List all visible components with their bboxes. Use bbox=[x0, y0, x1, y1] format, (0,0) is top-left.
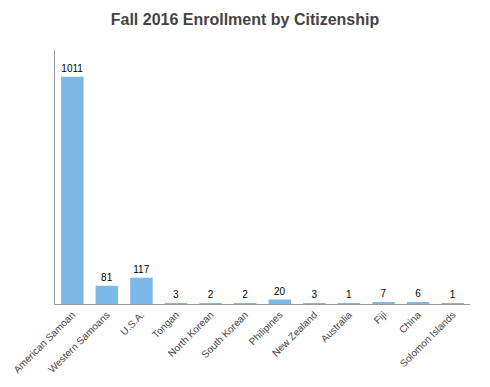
svg-text:3: 3 bbox=[173, 289, 179, 300]
svg-text:20: 20 bbox=[274, 286, 286, 297]
svg-text:2: 2 bbox=[208, 289, 214, 300]
svg-text:Philipines: Philipines bbox=[247, 309, 285, 347]
svg-text:1: 1 bbox=[346, 289, 352, 300]
svg-text:1: 1 bbox=[450, 289, 456, 300]
svg-text:China: China bbox=[397, 309, 424, 336]
svg-text:6: 6 bbox=[415, 288, 421, 299]
svg-text:U.S.A.: U.S.A. bbox=[118, 309, 146, 337]
svg-text:81: 81 bbox=[101, 272, 113, 283]
svg-text:Fall 2016 Enrollment by Citize: Fall 2016 Enrollment by Citizenship bbox=[111, 11, 380, 28]
svg-text:Tongan: Tongan bbox=[150, 309, 181, 340]
svg-text:Solomon Islands: Solomon Islands bbox=[398, 309, 458, 369]
svg-text:New Zealand: New Zealand bbox=[270, 309, 319, 358]
svg-text:1011: 1011 bbox=[61, 63, 83, 74]
svg-text:Western Samoans: Western Samoans bbox=[46, 309, 112, 375]
svg-text:American Samoan: American Samoan bbox=[11, 309, 77, 375]
svg-text:2: 2 bbox=[242, 289, 248, 300]
svg-text:117: 117 bbox=[133, 264, 149, 275]
svg-text:7: 7 bbox=[381, 288, 387, 299]
svg-text:Fiji: Fiji bbox=[372, 309, 389, 326]
svg-text:North Korean: North Korean bbox=[166, 309, 216, 359]
svg-text:South Korean: South Korean bbox=[199, 309, 250, 360]
svg-text:3: 3 bbox=[311, 289, 317, 300]
svg-text:Australia: Australia bbox=[319, 309, 355, 345]
